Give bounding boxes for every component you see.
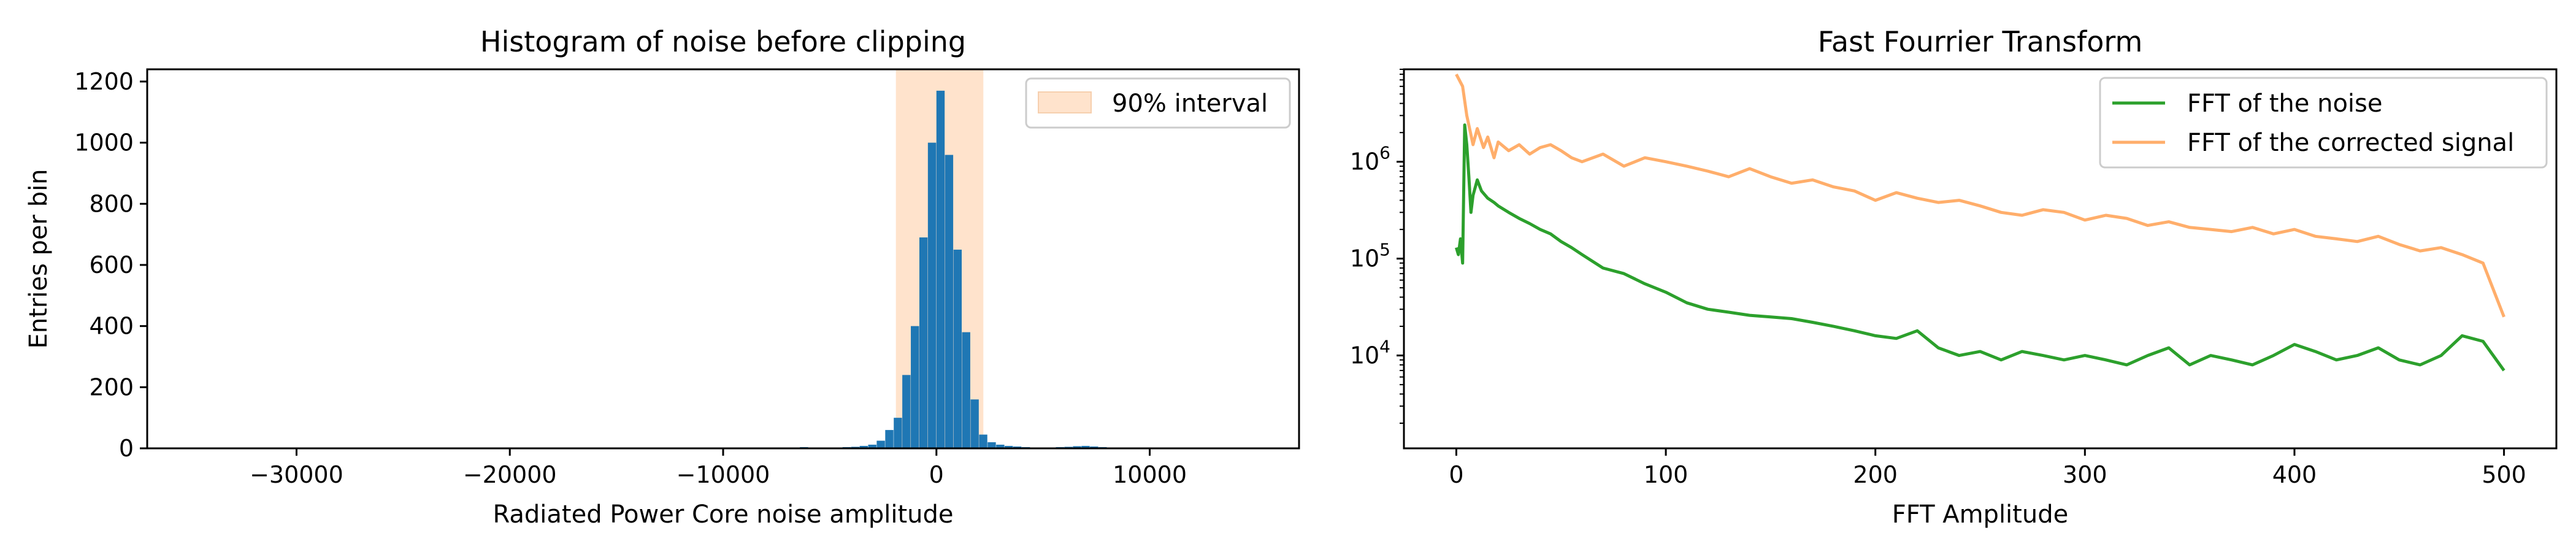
histogram-bar bbox=[979, 434, 987, 448]
histogram-bar bbox=[1081, 446, 1090, 448]
fft-series-line bbox=[1455, 73, 2505, 318]
x-tick-label: 0 bbox=[1449, 461, 1463, 488]
y-tick-label: 0 bbox=[119, 435, 134, 462]
histogram-bar bbox=[927, 142, 937, 448]
y-tick-label: 1000 bbox=[74, 129, 134, 156]
histogram-title: Histogram of noise before clipping bbox=[480, 25, 966, 58]
histogram-bar bbox=[919, 237, 928, 448]
histogram-bar bbox=[945, 155, 954, 448]
histogram-bar bbox=[894, 418, 902, 448]
histogram-bar bbox=[987, 442, 996, 448]
histogram-bars bbox=[774, 90, 1116, 449]
histogram-bar bbox=[970, 399, 979, 448]
y-tick-label: 106 bbox=[1350, 143, 1390, 175]
x-tick-label: 0 bbox=[929, 461, 944, 488]
y-tick-label: 600 bbox=[89, 251, 134, 278]
fft-series-lines bbox=[1455, 73, 2505, 372]
x-tick-label: 200 bbox=[1853, 461, 1898, 488]
histogram-bar bbox=[885, 430, 894, 448]
legend-swatch-90-percent-interval bbox=[1038, 91, 1092, 113]
fft-title: Fast Fourrier Transform bbox=[1818, 25, 2143, 58]
fft-x-ticks: 0 100 200 300 400 500 bbox=[1449, 448, 2526, 488]
y-tick-label: 800 bbox=[89, 190, 134, 217]
x-tick-label: 100 bbox=[1644, 461, 1689, 488]
x-tick-label: −30000 bbox=[250, 461, 343, 488]
histogram-y-axis-label: Entries per bin bbox=[25, 169, 53, 348]
y-tick-label: 1200 bbox=[74, 68, 134, 95]
histogram-legend: 90% interval bbox=[1025, 77, 1291, 129]
fft-y-ticks: 104 105 106 bbox=[1350, 69, 1404, 424]
histogram-bar bbox=[1073, 446, 1081, 448]
histogram-bar bbox=[911, 326, 919, 448]
x-tick-label: −20000 bbox=[463, 461, 557, 488]
fft-legend-box bbox=[2099, 77, 2548, 169]
histogram-bar bbox=[876, 440, 885, 448]
fft-legend: FFT of the noise FFT of the corrected sig… bbox=[2099, 77, 2548, 169]
legend-series-label: FFT of the noise bbox=[2187, 90, 2382, 118]
y-tick-label: 105 bbox=[1350, 240, 1390, 272]
x-tick-label: 500 bbox=[2482, 461, 2526, 488]
legend-label-90-percent-interval: 90% interval bbox=[1112, 90, 1268, 118]
histogram-bar bbox=[868, 445, 876, 448]
histogram-panel: −30000 −20000 −10000 0 10000 0 200 400 600 800 10… bbox=[25, 25, 1300, 529]
histogram-y-ticks: 0 200 400 600 800 1000 1200 bbox=[74, 68, 147, 462]
histogram-bar bbox=[936, 90, 945, 449]
histogram-legend-box bbox=[1025, 77, 1291, 129]
histogram-bar bbox=[996, 445, 1005, 448]
y-tick-label: 104 bbox=[1350, 337, 1390, 369]
histogram-bar bbox=[1005, 446, 1013, 448]
histogram-bar bbox=[953, 250, 962, 448]
y-tick-label: 400 bbox=[89, 313, 134, 340]
histogram-bar bbox=[962, 332, 970, 448]
histogram-bar bbox=[902, 375, 911, 448]
x-tick-label: 300 bbox=[2063, 461, 2107, 488]
x-tick-label: 400 bbox=[2272, 461, 2317, 488]
legend-series-label: FFT of the corrected signal bbox=[2187, 129, 2514, 157]
y-tick-label: 200 bbox=[89, 374, 134, 401]
x-tick-label: −10000 bbox=[677, 461, 770, 488]
fft-panel: 0 100 200 300 400 500 104 105 106 Fast Fourrier… bbox=[1350, 25, 2558, 529]
histogram-bar bbox=[859, 446, 868, 448]
fft-x-axis-label: FFT Amplitude bbox=[1892, 500, 2068, 529]
x-tick-label: 10000 bbox=[1113, 461, 1187, 488]
histogram-x-axis-label: Radiated Power Core noise amplitude bbox=[493, 500, 953, 529]
histogram-x-ticks: −30000 −20000 −10000 0 10000 bbox=[250, 448, 1187, 488]
fft-series-line bbox=[1455, 123, 2505, 372]
